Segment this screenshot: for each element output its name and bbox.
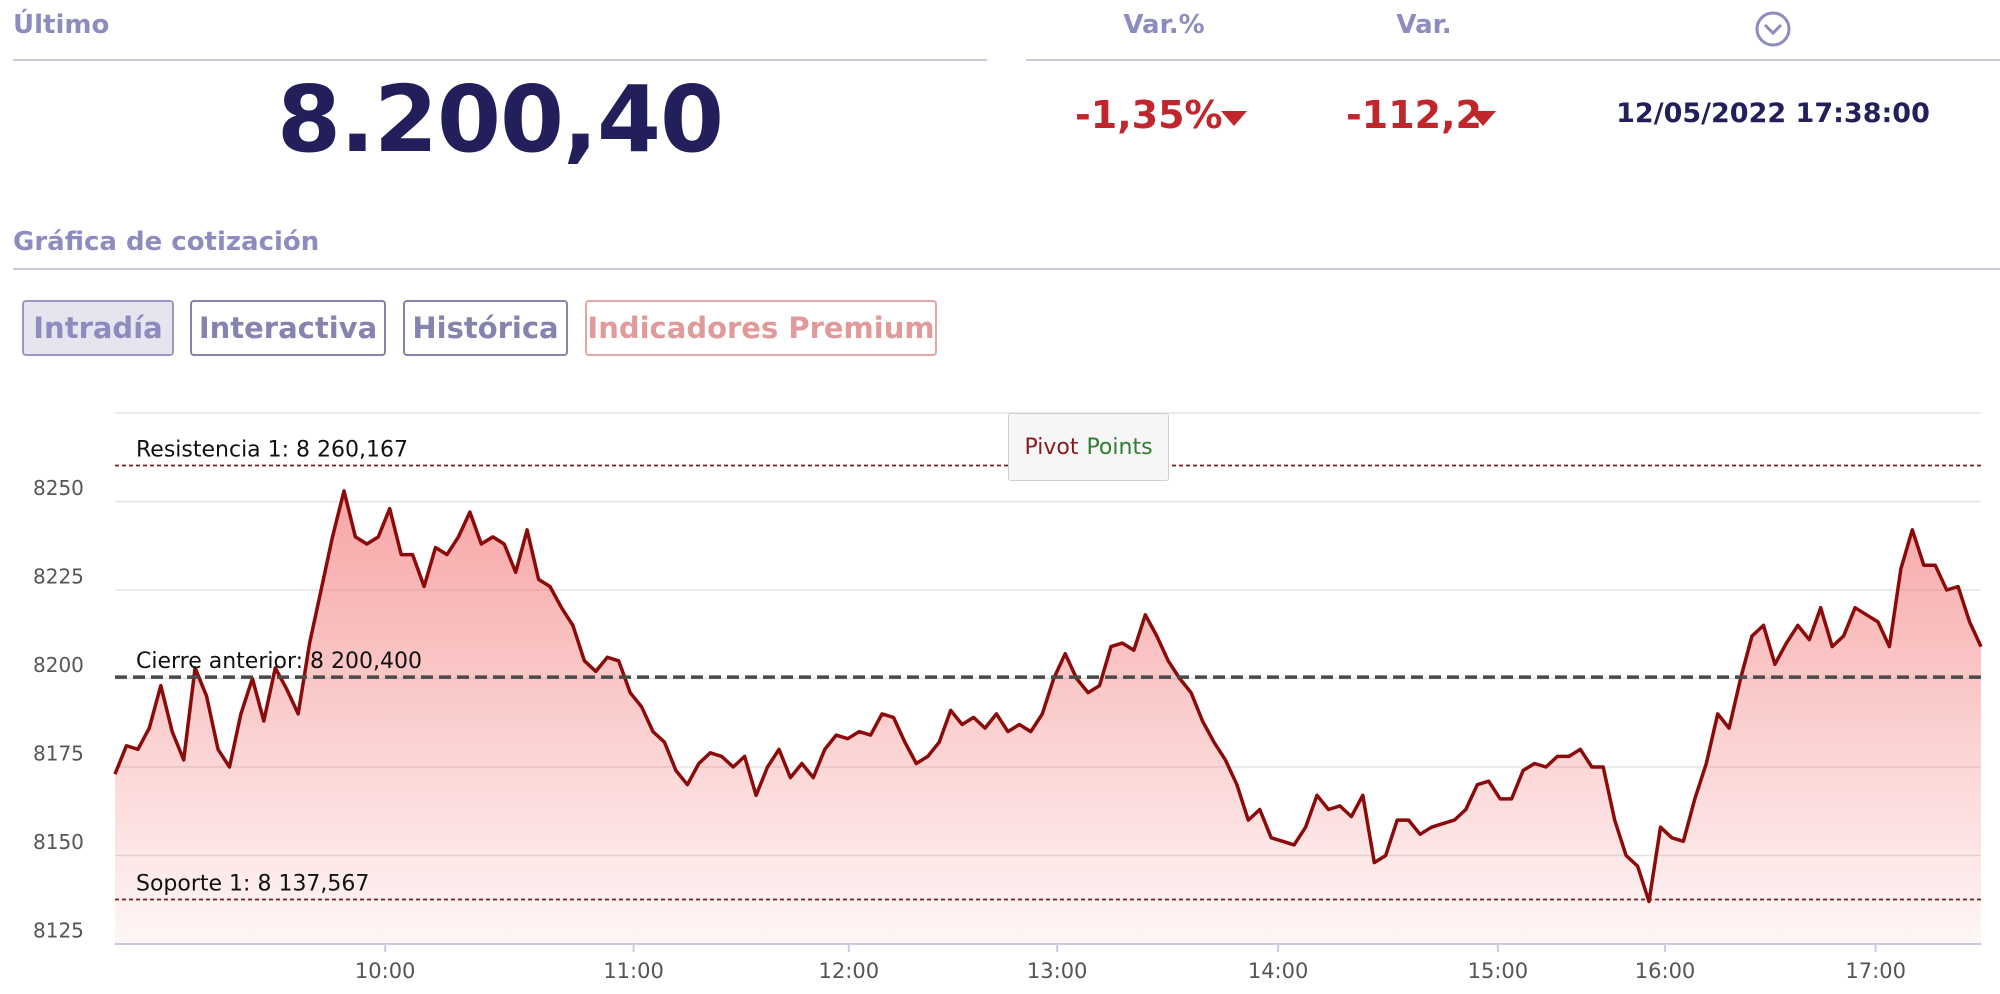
expand-icon[interactable] (1754, 10, 1792, 48)
y-tick-label: 8225 (33, 565, 84, 589)
x-tick-label: 14:00 (1248, 959, 1309, 983)
down-arrow (1470, 111, 1496, 126)
var-pct-label: Var.% (1123, 10, 1205, 40)
section-title: Gráfica de cotización (13, 227, 320, 257)
divider (13, 268, 2000, 270)
x-tick-label: 10:00 (355, 959, 416, 983)
x-tick-label: 11:00 (603, 959, 664, 983)
x-tick-label: 17:00 (1845, 959, 1906, 983)
x-tick-label: 12:00 (819, 959, 880, 983)
last-value: 8.200,40 (277, 66, 724, 173)
reference-label: Cierre anterior: 8 200,400 (136, 649, 422, 674)
datetime: 12/05/2022 17:38:00 (1616, 98, 1930, 129)
reference-label: Resistencia 1: 8 260,167 (136, 438, 408, 463)
tab[interactable]: Intradía (22, 300, 174, 356)
reference-label: Soporte 1: 8 137,567 (136, 872, 369, 897)
tab[interactable]: Histórica (403, 300, 568, 356)
y-tick-label: 8125 (33, 919, 84, 943)
pivot-label: Points (1086, 434, 1153, 460)
x-tick-label: 15:00 (1468, 959, 1529, 983)
var-pct: -1,35% (1075, 93, 1223, 137)
x-tick-label: 16:00 (1635, 959, 1696, 983)
y-tick-label: 8175 (33, 742, 84, 766)
pivot-label: Pivot (1024, 434, 1079, 460)
down-arrow (1221, 111, 1247, 126)
tab[interactable]: Indicadores Premium (585, 300, 937, 356)
var-label: Var. (1396, 10, 1452, 40)
area (115, 490, 1981, 944)
pivot-button[interactable]: Pivot Points (1008, 413, 1169, 481)
var: -112,2 (1346, 93, 1482, 137)
y-tick-label: 8150 (33, 830, 84, 854)
y-tick-label: 8250 (33, 476, 84, 500)
line (113, 489, 1983, 904)
x-tick-label: 13:00 (1027, 959, 1088, 983)
divider (13, 59, 987, 61)
y-tick-label: 8200 (33, 653, 84, 677)
last-label: Último (13, 10, 110, 40)
tab[interactable]: Interactiva (190, 300, 386, 356)
divider (1026, 59, 2000, 61)
